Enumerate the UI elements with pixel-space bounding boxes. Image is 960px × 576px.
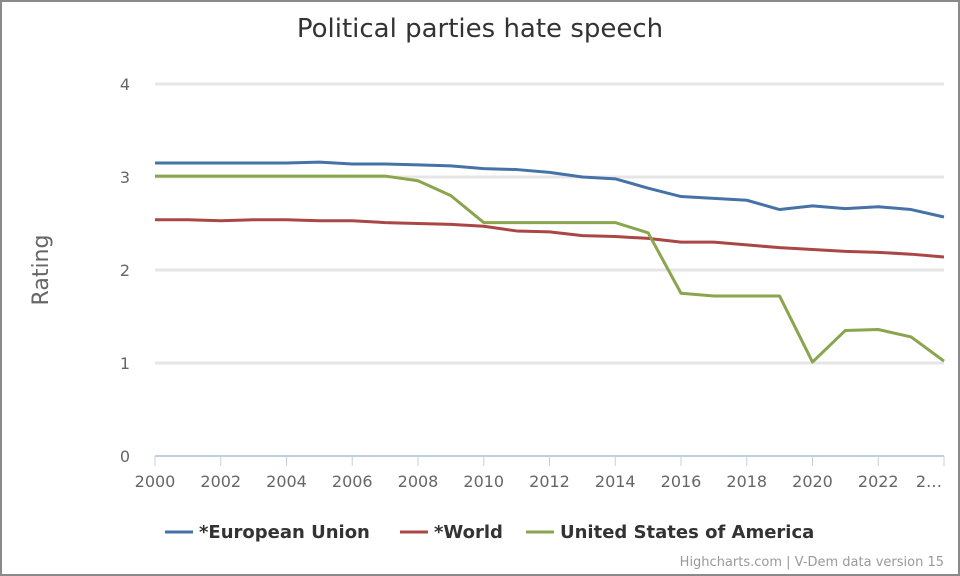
chart-title: Political parties hate speech (297, 14, 663, 44)
x-tick-label: 2008 (398, 472, 439, 491)
y-tick-label: 2 (120, 261, 130, 280)
x-tick-label: 2010 (463, 472, 504, 491)
x-tick-label: 2016 (661, 472, 702, 491)
credits-link[interactable]: Highcharts.com | V-Dem data version 15 (680, 555, 944, 570)
legend-label: United States of America (560, 522, 814, 543)
series-line-world[interactable] (155, 218, 945, 259)
legend-item[interactable]: *European Union (165, 522, 370, 543)
x-tick-label: 2022 (858, 472, 899, 491)
y-tick-label: 0 (120, 447, 130, 466)
x-tick-label: 2002 (200, 472, 241, 491)
y-tick-label: 3 (120, 168, 130, 187)
legend-label: *European Union (199, 522, 370, 543)
x-tick-label: 2014 (595, 472, 636, 491)
x-tick-label: 2000 (135, 472, 176, 491)
series-line-europeanunion[interactable] (155, 160, 945, 219)
legend-item[interactable]: *World (400, 522, 503, 543)
y-axis-title: Rating (29, 235, 54, 306)
y-tick-label: 1 (120, 354, 130, 373)
legend-item[interactable]: United States of America (526, 522, 814, 543)
series-line-unitedstatesofamerica[interactable] (155, 174, 945, 364)
x-tick-label: 2018 (726, 472, 767, 491)
x-tick-label: 2020 (792, 472, 833, 491)
x-tick-label: 2006 (332, 472, 373, 491)
y-tick-label: 4 (120, 75, 130, 94)
legend-label: *World (434, 522, 503, 543)
x-tick-label: 2012 (529, 472, 570, 491)
x-tick-label: 2… (916, 472, 942, 491)
x-tick-label: 2004 (266, 472, 307, 491)
